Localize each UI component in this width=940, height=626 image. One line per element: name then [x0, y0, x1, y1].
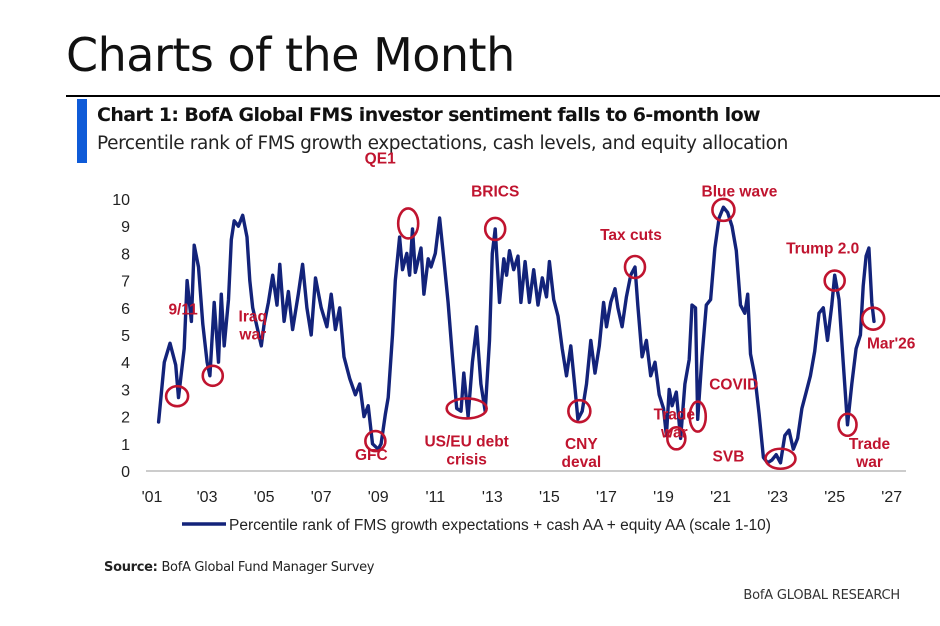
x-tick-label: '07: [311, 489, 332, 506]
x-tick-label: '05: [254, 489, 275, 506]
x-tick-label: '21: [710, 489, 731, 506]
y-tick-label: 10: [112, 192, 130, 209]
annotation-label: war: [238, 326, 266, 343]
x-tick-label: '25: [824, 489, 845, 506]
title-divider: [66, 95, 940, 97]
annotation-label: 9/11: [168, 302, 198, 319]
x-tick-label: '23: [767, 489, 788, 506]
annotation-circle: [837, 412, 858, 438]
annotation-circle: [823, 269, 846, 292]
source-text: BofA Global Fund Manager Survey: [161, 560, 375, 575]
series-line: [156, 205, 876, 465]
annotation-label: war: [855, 454, 883, 471]
annotation-circle: [483, 216, 507, 242]
source-label: Source:: [104, 560, 158, 575]
y-tick-label: 8: [121, 246, 130, 263]
x-tick-label: '03: [197, 489, 218, 506]
annotation-circle: [364, 429, 387, 453]
annotation-label: BRICS: [471, 183, 519, 200]
annotation-circle: [164, 384, 190, 408]
x-tick-label: '17: [596, 489, 617, 506]
annotation-circle: [860, 306, 886, 331]
annotation-label: Trump 2.0: [786, 240, 859, 257]
x-tick-label: '27: [881, 489, 902, 506]
chart-title: Chart 1: BofA Global FMS investor sentim…: [97, 104, 761, 126]
x-tick-label: '15: [539, 489, 560, 506]
annotation-label: CNY: [565, 436, 598, 453]
annotation-label: QE1: [365, 151, 396, 168]
y-tick-label: 6: [121, 301, 130, 318]
chart-accent-bar: [77, 99, 87, 163]
annotation-label: Iraq: [239, 308, 267, 325]
annotation-circle: [567, 398, 592, 424]
x-tick-label: '11: [425, 489, 445, 506]
annotation-label: Tax cuts: [600, 227, 662, 244]
y-tick-label: 5: [121, 328, 130, 345]
annotation-label: war: [660, 424, 688, 441]
y-tick-label: 7: [121, 274, 130, 291]
y-tick-label: 4: [121, 355, 130, 372]
annotation-circle: [445, 397, 488, 420]
source-note: Source: BofA Global Fund Manager Survey: [104, 560, 374, 575]
page-title: Charts of the Month: [66, 28, 515, 82]
annotation-label: COVID: [709, 376, 758, 393]
x-tick-label: '13: [482, 489, 503, 506]
legend-label: Percentile rank of FMS growth expectatio…: [229, 517, 771, 534]
annotation-label: US/EU debt: [424, 434, 508, 451]
y-tick-label: 2: [121, 410, 130, 427]
annotation-circle: [764, 447, 797, 471]
annotation-label: GFC: [355, 447, 388, 464]
annotation-circle: [201, 364, 225, 388]
annotation-circle: [623, 254, 647, 280]
annotation-circle: [711, 197, 736, 223]
footer-brand: BofA GLOBAL RESEARCH: [743, 588, 900, 603]
y-tick-label: 3: [121, 382, 130, 399]
x-tick-label: '01: [142, 489, 163, 506]
y-tick-label: 9: [121, 219, 130, 236]
annotation-circle: [666, 426, 687, 451]
y-tick-label: 0: [121, 464, 130, 481]
x-tick-label: '09: [368, 489, 389, 506]
annotation-circle: [396, 207, 420, 240]
annotation-label: Mar'26: [867, 336, 916, 353]
annotation-circle: [688, 400, 708, 433]
annotation-label: Trade: [849, 436, 891, 453]
annotation-label: Trade: [654, 406, 696, 423]
chart-subtitle: Percentile rank of FMS growth expectatio…: [97, 133, 788, 154]
annotation-label: crisis: [446, 452, 487, 469]
y-tick-label: 1: [121, 437, 130, 454]
x-tick-label: '19: [653, 489, 674, 506]
annotation-label: SVB: [713, 448, 745, 465]
annotation-label: Blue wave: [702, 183, 778, 200]
annotation-label: deval: [562, 454, 602, 471]
